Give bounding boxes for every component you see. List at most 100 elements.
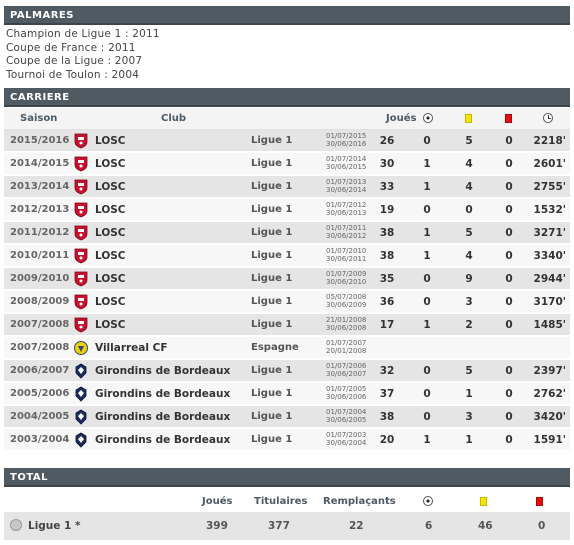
league-cell: Ligue 1 — [251, 296, 293, 307]
date-to: 30/06/2014 — [326, 186, 367, 194]
season-cell: 2008/2009 — [10, 296, 70, 307]
club-link[interactable]: Girondins de Bordeaux — [95, 388, 231, 400]
club-link[interactable]: Villarreal CF — [95, 342, 168, 354]
season-cell: 2010/2011 — [10, 250, 70, 261]
club-link[interactable]: LOSC — [95, 319, 126, 331]
yellow-card-icon — [480, 497, 487, 506]
red-card-icon — [536, 497, 543, 506]
club-link[interactable]: LOSC — [95, 204, 126, 216]
table-row: 2011/2012 LOSC Ligue 1 01/07/2011 30/06/2012… — [4, 222, 570, 244]
date-to: 30/06/2015 — [326, 163, 367, 171]
league-cell: Ligue 1 — [251, 388, 293, 399]
goals-cell: 0 — [423, 296, 431, 308]
minutes-cell: 2755' — [533, 181, 566, 193]
played-cell: 38 — [379, 227, 395, 239]
yellow-cards-cell: 1 — [465, 388, 473, 400]
season-cell: 2007/2008 — [10, 319, 70, 330]
dates-cell: 01/07/2007 20/01/2008 — [326, 339, 366, 355]
dates-cell: 01/07/2009 30/06/2010 — [326, 270, 366, 286]
played-column-header[interactable]: Joués — [386, 113, 417, 124]
season-cell: 2009/2010 — [10, 273, 70, 284]
total-header: TOTAL — [4, 468, 570, 487]
total-row: Ligue 1 * 399 377 22 6 46 0 — [4, 512, 570, 540]
club-link[interactable]: LOSC — [95, 273, 126, 285]
played-cell: 33 — [379, 181, 395, 193]
date-to: 30/06/2013 — [326, 209, 367, 217]
palmares-item: Coupe de la Ligue : 2007 — [6, 55, 143, 67]
club-link[interactable]: LOSC — [95, 250, 126, 262]
league-cell: Ligue 1 — [251, 158, 293, 169]
total-red: 0 — [538, 520, 546, 532]
red-cards-cell: 0 — [505, 365, 513, 377]
goals-cell: 0 — [423, 135, 431, 147]
date-from: 01/07/2007 — [326, 339, 367, 347]
dates-cell: 01/07/2003 30/06/2004 — [326, 431, 366, 447]
date-to: 30/06/2012 — [326, 232, 367, 240]
yellow-cards-cell: 4 — [465, 158, 473, 170]
red-cards-cell: 0 — [505, 158, 513, 170]
minutes-cell: 2762' — [533, 388, 566, 400]
season-cell: 2007/2008 — [10, 342, 70, 353]
minutes-cell: 2944' — [533, 273, 566, 285]
ball-icon — [423, 113, 433, 123]
season-cell: 2006/2007 — [10, 365, 70, 376]
clock-icon — [543, 113, 553, 123]
palmares-list: Champion de Ligue 1 : 2011 Coupe de Fran… — [6, 28, 160, 82]
club-link[interactable]: LOSC — [95, 296, 126, 308]
dates-cell: 01/07/2012 30/06/2013 — [326, 201, 366, 217]
minutes-cell: 3271' — [533, 227, 566, 239]
club-link[interactable]: Girondins de Bordeaux — [95, 434, 231, 446]
dates-cell: 01/07/2006 30/06/2007 — [326, 362, 366, 378]
played-cell: 19 — [379, 204, 395, 216]
red-cards-cell: 0 — [505, 296, 513, 308]
club-link[interactable]: LOSC — [95, 158, 126, 170]
date-to: 30/06/2011 — [326, 255, 367, 263]
league-cell: Ligue 1 — [251, 204, 293, 215]
table-row: 2010/2011 LOSC Ligue 1 01/07/2010 30/06/2011… — [4, 245, 570, 267]
goals-cell: 1 — [423, 434, 431, 446]
yellow-cards-cell: 5 — [465, 227, 473, 239]
table-row: 2004/2005 Girondins de Bordeaux Ligue 1 01/… — [4, 406, 570, 428]
yellow-cards-cell: 4 — [465, 250, 473, 262]
season-column-header[interactable]: Saison — [20, 113, 58, 124]
yellow-cards-cell: 4 — [465, 181, 473, 193]
total-starter: 377 — [268, 520, 290, 532]
club-column-header[interactable]: Club — [161, 113, 187, 124]
carriere-header: CARRIERE — [4, 88, 570, 107]
total-league: Ligue 1 * — [28, 520, 81, 532]
club-link[interactable]: LOSC — [95, 135, 126, 147]
total-table-header: Joués Titulaires Remplaçants — [4, 488, 570, 512]
season-cell: 2005/2006 — [10, 388, 70, 399]
dates-cell: 21/01/2008 30/06/2008 — [326, 316, 366, 332]
dates-cell: 01/07/2010 30/06/2011 — [326, 247, 366, 263]
table-row: 2012/2013 LOSC Ligue 1 01/07/2012 30/06/2013… — [4, 199, 570, 221]
season-cell: 2011/2012 — [10, 227, 70, 238]
red-cards-cell: 0 — [505, 319, 513, 331]
played-cell: 38 — [379, 250, 395, 262]
palmares-item: Tournoi de Toulon : 2004 — [6, 68, 140, 81]
date-to: 20/01/2008 — [326, 347, 367, 355]
dates-cell: 01/07/2014 30/06/2015 — [326, 155, 366, 171]
table-row: 2005/2006 Girondins de Bordeaux Ligue 1 01/… — [4, 383, 570, 405]
league-cell: Ligue 1 — [251, 411, 293, 422]
club-link[interactable]: LOSC — [95, 181, 126, 193]
red-cards-cell: 0 — [505, 273, 513, 285]
league-cell: Ligue 1 — [251, 227, 293, 238]
club-link[interactable]: LOSC — [95, 227, 126, 239]
date-from: 21/01/2008 — [326, 316, 367, 324]
dates-cell: 05/07/2008 30/06/2009 — [326, 293, 366, 309]
dates-cell: 01/07/2005 30/06/2006 — [326, 385, 366, 401]
date-to: 30/06/2007 — [326, 370, 367, 378]
date-from: 05/07/2008 — [326, 293, 367, 301]
date-to: 30/06/2010 — [326, 278, 367, 286]
ball-icon — [423, 496, 433, 506]
season-cell: 2015/2016 — [10, 135, 70, 146]
palmares-header: PALMARES — [4, 6, 570, 25]
date-from: 01/07/2012 — [326, 201, 367, 209]
league-cell: Ligue 1 — [251, 434, 293, 445]
club-link[interactable]: Girondins de Bordeaux — [95, 411, 231, 423]
club-link[interactable]: Girondins de Bordeaux — [95, 365, 231, 377]
date-from: 01/07/2009 — [326, 270, 367, 278]
goals-cell: 1 — [423, 250, 431, 262]
goals-cell: 0 — [423, 365, 431, 377]
